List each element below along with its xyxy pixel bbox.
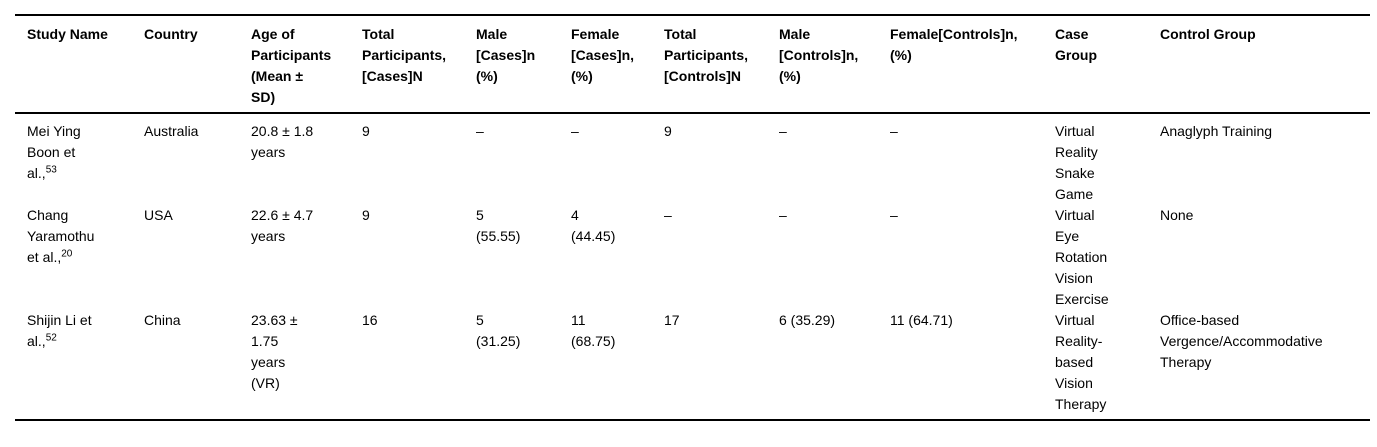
cell-total-controls: – xyxy=(664,207,672,223)
header-cell-total-controls: Total Participants, [Controls]N xyxy=(664,15,779,114)
participants-table: Study Name Country Age of Participants (… xyxy=(15,14,1370,421)
cell-study-name: Mei Ying Boon et al.,53 xyxy=(15,113,144,205)
cell-female-cases: 11 (68.75) xyxy=(571,312,616,349)
cell-total-controls: 17 xyxy=(664,312,680,328)
citation-superscript: 53 xyxy=(45,164,57,176)
cell-age: 23.63 ± 1.75 years (VR) xyxy=(251,312,298,391)
cell-age: 22.6 ± 4.7 years xyxy=(251,207,314,244)
header-cell-female-cases: Female [Cases]n, (%) xyxy=(571,15,664,114)
table-row: Chang Yaramothu et al.,20 USA 22.6 ± 4.7… xyxy=(15,205,1370,310)
header-cell-country: Country xyxy=(144,15,251,114)
table-row: Mei Ying Boon et al.,53 Australia 20.8 ±… xyxy=(15,113,1370,205)
header-cell-male-cases: Male [Cases]n (%) xyxy=(476,15,571,114)
cell-control-group: Office-based Vergence/Accommodative Ther… xyxy=(1160,312,1323,370)
cell-study-name: Shijin Li et al.,52 xyxy=(15,310,144,420)
cell-female-cases: – xyxy=(571,123,579,139)
table-body: Mei Ying Boon et al.,53 Australia 20.8 ±… xyxy=(15,113,1370,420)
study-comparison-table-container: Study Name Country Age of Participants (… xyxy=(15,14,1370,421)
cell-case-group: Virtual Eye Rotation Vision Exercise xyxy=(1055,207,1109,307)
cell-total-cases: 16 xyxy=(362,312,378,328)
header-cell-case-group: Case Group xyxy=(1055,15,1160,114)
cell-male-controls: – xyxy=(779,207,787,223)
study-name-text: Mei Ying Boon et al., xyxy=(27,123,81,181)
citation-superscript: 20 xyxy=(61,248,73,260)
cell-study-name: Chang Yaramothu et al.,20 xyxy=(15,205,144,310)
cell-total-cases: 9 xyxy=(362,207,370,223)
header-cell-study-name: Study Name xyxy=(15,15,144,114)
cell-male-controls: – xyxy=(779,123,787,139)
study-name-text: Shijin Li et al., xyxy=(27,312,92,349)
cell-control-group: Anaglyph Training xyxy=(1160,123,1273,139)
cell-total-cases: 9 xyxy=(362,123,370,139)
cell-male-cases: 5 (55.55) xyxy=(476,207,521,244)
table-header: Study Name Country Age of Participants (… xyxy=(15,15,1370,114)
cell-male-controls: 6 (35.29) xyxy=(779,312,836,328)
cell-case-group: Virtual Reality Snake Game xyxy=(1055,123,1098,202)
header-cell-control-group: Control Group xyxy=(1160,15,1370,114)
cell-country: USA xyxy=(144,207,173,223)
cell-country: Australia xyxy=(144,123,199,139)
header-row: Study Name Country Age of Participants (… xyxy=(15,15,1370,114)
cell-male-cases: 5 (31.25) xyxy=(476,312,521,349)
cell-female-controls: 11 (64.71) xyxy=(890,312,953,328)
header-cell-total-cases: Total Participants, [Cases]N xyxy=(362,15,476,114)
header-cell-female-controls: Female[Controls]n, (%) xyxy=(890,15,1055,114)
cell-age: 20.8 ± 1.8 years xyxy=(251,123,314,160)
header-cell-male-controls: Male [Controls]n, (%) xyxy=(779,15,890,114)
cell-female-controls: – xyxy=(890,123,898,139)
cell-case-group: Virtual Reality- based Vision Therapy xyxy=(1055,312,1107,412)
cell-female-controls: – xyxy=(890,207,898,223)
cell-female-cases: 4 (44.45) xyxy=(571,207,616,244)
cell-male-cases: – xyxy=(476,123,484,139)
cell-total-controls: 9 xyxy=(664,123,672,139)
header-cell-age: Age of Participants (Mean ± SD) xyxy=(251,15,362,114)
study-name-text: Chang Yaramothu et al., xyxy=(27,207,95,265)
cell-country: China xyxy=(144,312,181,328)
table-row: Shijin Li et al.,52 China 23.63 ± 1.75 y… xyxy=(15,310,1370,420)
cell-control-group: None xyxy=(1160,207,1194,223)
citation-superscript: 52 xyxy=(45,332,57,344)
